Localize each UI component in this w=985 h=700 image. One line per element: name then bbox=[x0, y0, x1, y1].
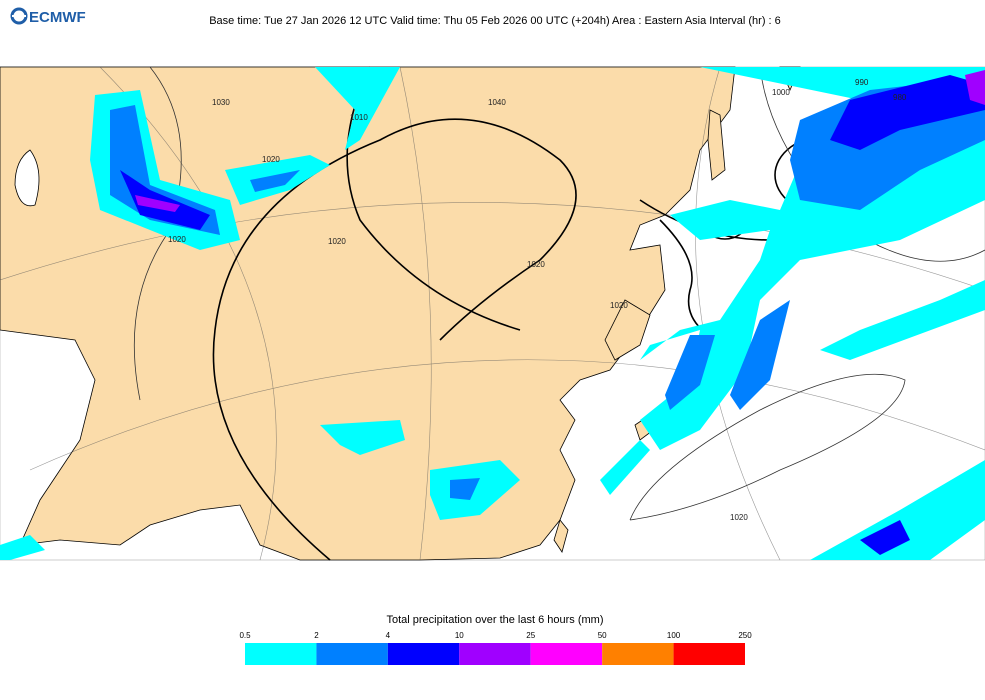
colorbar-segment bbox=[673, 643, 745, 665]
isobar-label: 990 bbox=[855, 78, 869, 87]
colorbar-tick-label: 250 bbox=[738, 631, 752, 640]
colorbar-tick-label: 4 bbox=[386, 631, 391, 640]
isobar-label: 1000 bbox=[772, 88, 790, 97]
logo-text: ECMWF bbox=[29, 9, 86, 26]
isobar-label: 1020 bbox=[730, 513, 748, 522]
isobar-label: 980 bbox=[893, 93, 907, 102]
colorbar-tick-label: 100 bbox=[667, 631, 681, 640]
colorbar-segment bbox=[387, 643, 460, 665]
korea bbox=[604, 299, 651, 361]
colorbar-tick-label: 25 bbox=[526, 631, 535, 640]
sakhalin bbox=[707, 109, 726, 181]
colorbar-segment bbox=[530, 643, 603, 665]
colorbar-tick-label: 50 bbox=[598, 631, 607, 640]
caspian bbox=[14, 149, 40, 207]
isobar-label: 1020 bbox=[328, 237, 346, 246]
colorbar-segment bbox=[602, 643, 674, 665]
logo: ECMWF bbox=[10, 7, 86, 26]
isobar-label: 1020 bbox=[527, 260, 545, 269]
taiwan bbox=[553, 519, 569, 553]
colorbar: 0.5 2 4 10 25 50 100 250 bbox=[239, 631, 752, 665]
colorbar-tick-label: 0.5 bbox=[239, 631, 251, 640]
isobar-label: 1030 bbox=[212, 98, 230, 107]
precipitation bbox=[0, 67, 985, 560]
legend-title: Total precipitation over the last 6 hour… bbox=[386, 614, 603, 626]
isobar-label: 1010 bbox=[350, 113, 368, 122]
colorbar-segment bbox=[316, 643, 388, 665]
colorbar-segment bbox=[459, 643, 531, 665]
isobar-label: 1040 bbox=[488, 98, 506, 107]
map: 1030 1010 1040 1020 1020 1020 1020 1000 … bbox=[0, 66, 985, 561]
header-title: Base time: Tue 27 Jan 2026 12 UTC Valid … bbox=[209, 15, 781, 27]
colorbar-tick-label: 2 bbox=[314, 631, 319, 640]
isobar-label: 1020 bbox=[262, 155, 280, 164]
colorbar-tick-label: 10 bbox=[455, 631, 464, 640]
isobar-label: 1020 bbox=[610, 301, 628, 310]
isobar-labels: 1030 1010 1040 1020 1020 1020 1020 1000 … bbox=[168, 78, 907, 522]
colorbar-segment bbox=[245, 643, 317, 665]
isobar-label: 1020 bbox=[168, 235, 186, 244]
